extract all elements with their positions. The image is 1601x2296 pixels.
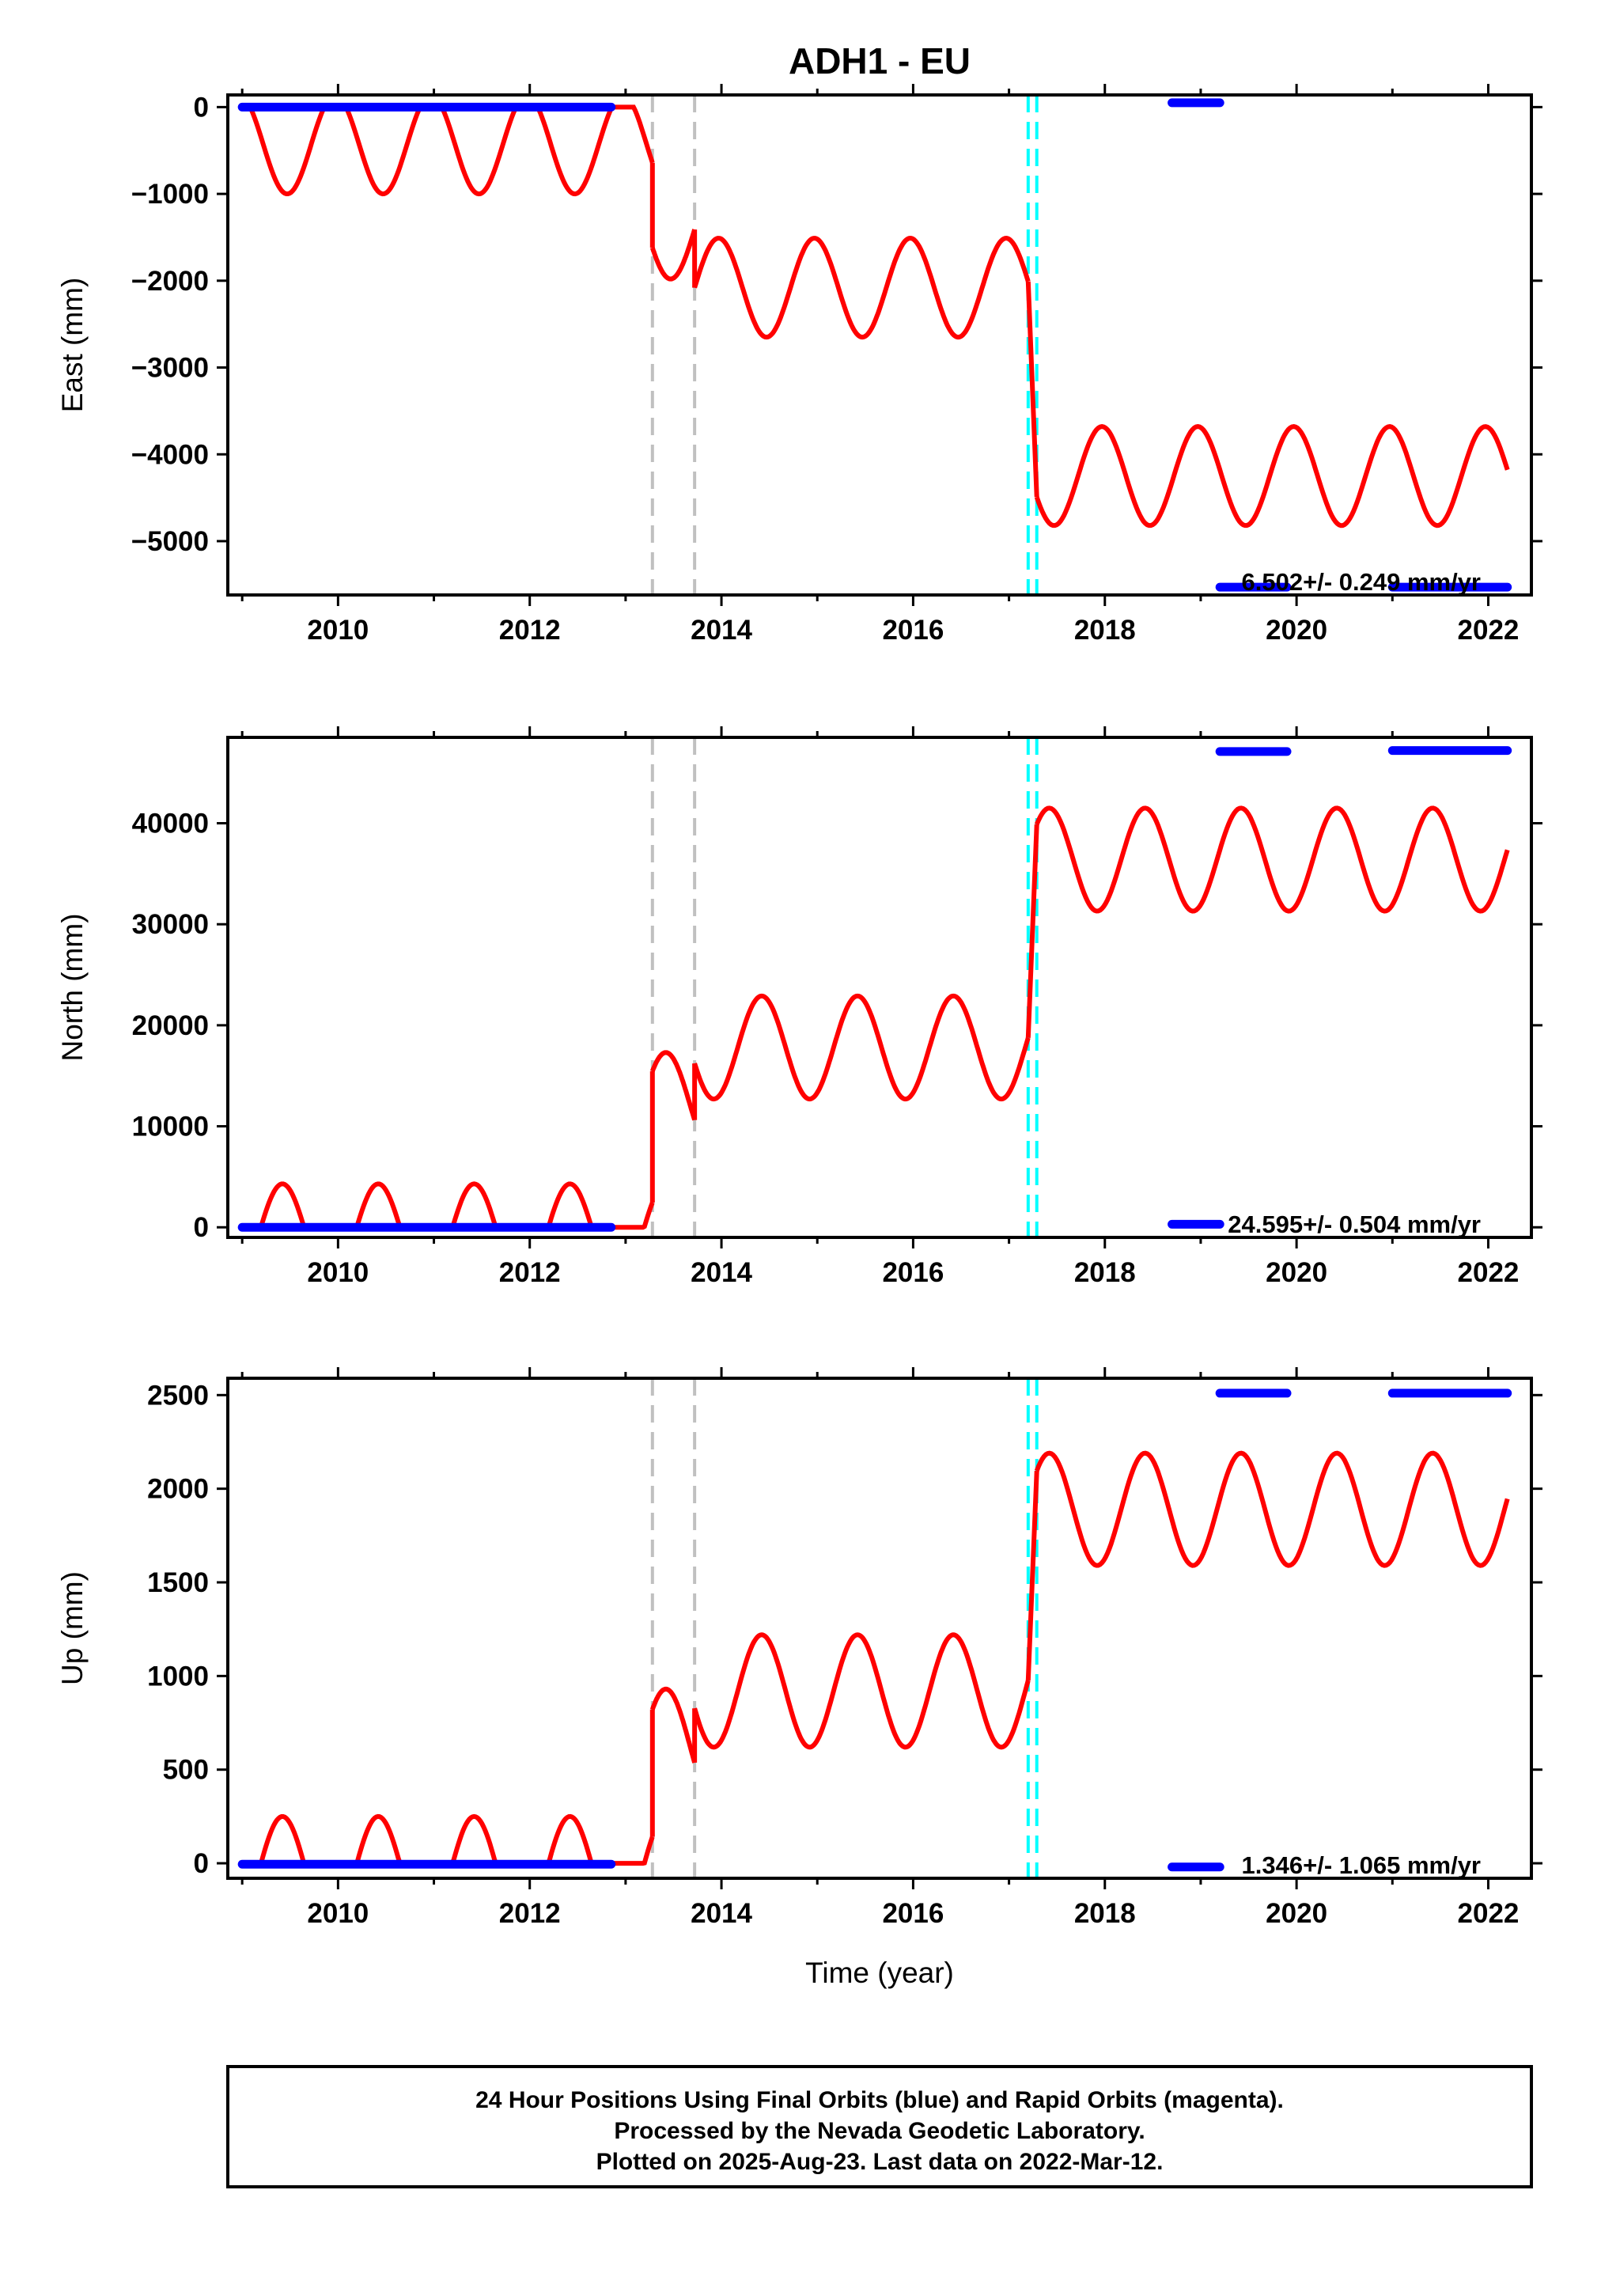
east-model-step-3	[1025, 281, 1039, 498]
up-y-tick-label: 500	[163, 1755, 209, 1786]
footer-line-3: Plotted on 2025-Aug-23. Last data on 202…	[596, 2149, 1164, 2175]
up-model-step-3	[1025, 1470, 1039, 1681]
east-x-tick-label: 2022	[1458, 615, 1520, 646]
east-y-tick-label: −4000	[131, 439, 209, 470]
east-model-segment-2	[649, 229, 697, 282]
east-plot-area	[237, 95, 1512, 595]
panels-layer: 2010 2012 2014 2016 2018 2020 2022 0 −1000 −2000 −…	[56, 84, 1542, 1929]
east-y-tick-label: −5000	[131, 526, 209, 557]
north-rate-label: 24.595+/- 0.504 mm/yr	[1228, 1211, 1481, 1238]
east-x-tick-label: 2020	[1266, 615, 1327, 646]
up-y-tick-label: 2500	[147, 1380, 209, 1411]
north-x-tick-label: 2012	[499, 1257, 561, 1288]
up-frame	[226, 1377, 1533, 1880]
up-panel: 2010 2012 2014 2016 2018 2020 2022 0 500 1000 1500…	[56, 1367, 1542, 1929]
up-model-segment-3	[692, 1632, 1031, 1750]
x-axis-label: Time (year)	[805, 1957, 954, 1989]
east-y-axis-label: East (mm)	[56, 278, 89, 413]
footer-line-2: Processed by the Nevada Geodetic Laborat…	[614, 2118, 1145, 2144]
up-x-tick-label: 2020	[1266, 1898, 1327, 1929]
east-frame	[226, 93, 1533, 597]
east-y-tick-label: −3000	[131, 353, 209, 384]
east-model-segment-1	[242, 104, 655, 197]
north-model-segment-2	[649, 1050, 697, 1121]
east-model-segment-3	[692, 235, 1031, 340]
up-y-tick-label: 0	[194, 1848, 209, 1879]
up-model-segment-4	[1034, 1450, 1510, 1568]
north-plot-area	[237, 737, 1512, 1237]
north-x-tick-label: 2010	[307, 1257, 369, 1288]
east-panel: 2010 2012 2014 2016 2018 2020 2022 0 −1000 −2000 −…	[56, 84, 1542, 646]
east-x-tick-label: 2010	[307, 615, 369, 646]
up-x-tick-label: 2012	[499, 1898, 561, 1929]
east-x-tick-label: 2018	[1074, 615, 1136, 646]
north-y-tick-label: 0	[194, 1212, 209, 1243]
north-model-segment-1	[242, 1181, 655, 1230]
up-y-tick-label: 1000	[147, 1661, 209, 1692]
up-model-segment-1	[242, 1813, 655, 1866]
east-y-tick-label: 0	[194, 92, 209, 123]
up-x-tick-label: 2014	[691, 1898, 752, 1929]
up-x-tick-label: 2016	[882, 1898, 944, 1929]
east-x-tick-label: 2016	[882, 615, 944, 646]
north-x-tick-label: 2020	[1266, 1257, 1327, 1288]
up-x-tick-label: 2022	[1458, 1898, 1520, 1929]
north-model-step-3	[1025, 824, 1039, 1038]
up-x-tick-label: 2010	[307, 1898, 369, 1929]
up-x-tick-label: 2018	[1074, 1898, 1136, 1929]
east-x-tick-label: 2012	[499, 615, 561, 646]
east-y-tick-label: −2000	[131, 266, 209, 297]
north-model-segment-4	[1034, 805, 1510, 914]
north-model-segment-3	[692, 993, 1031, 1102]
chart-title: ADH1 - EU	[789, 40, 971, 81]
footer-line-1: 24 Hour Positions Using Final Orbits (bl…	[475, 2087, 1284, 2113]
footer-box: 24 Hour Positions Using Final Orbits (bl…	[226, 2065, 1533, 2188]
north-x-tick-label: 2014	[691, 1257, 752, 1288]
north-panel: 2010 2012 2014 2016 2018 2020 2022 0 10000 20000 3…	[56, 726, 1542, 1288]
up-y-axis-label: Up (mm)	[56, 1571, 89, 1685]
east-rate-label: 6.502+/- 0.249 mm/yr	[1242, 568, 1481, 596]
north-y-axis-label: North (mm)	[56, 913, 89, 1061]
up-y-tick-label: 2000	[147, 1474, 209, 1505]
east-x-tick-label: 2014	[691, 615, 752, 646]
up-model-segment-2	[649, 1686, 697, 1764]
north-x-tick-label: 2018	[1074, 1257, 1136, 1288]
footer-frame	[226, 2065, 1533, 2188]
east-model-segment-4	[1034, 424, 1510, 529]
north-frame	[226, 736, 1533, 1239]
north-x-tick-label: 2022	[1458, 1257, 1520, 1288]
up-plot-area	[237, 1378, 1512, 1878]
north-x-tick-label: 2016	[882, 1257, 944, 1288]
up-rate-label: 1.346+/- 1.065 mm/yr	[1242, 1851, 1481, 1879]
north-y-tick-label: 40000	[132, 809, 209, 839]
up-y-tick-label: 1500	[147, 1567, 209, 1598]
north-y-tick-label: 20000	[132, 1010, 209, 1041]
east-y-tick-label: −1000	[131, 179, 209, 210]
north-y-tick-label: 30000	[132, 909, 209, 940]
north-y-tick-label: 10000	[132, 1112, 209, 1142]
